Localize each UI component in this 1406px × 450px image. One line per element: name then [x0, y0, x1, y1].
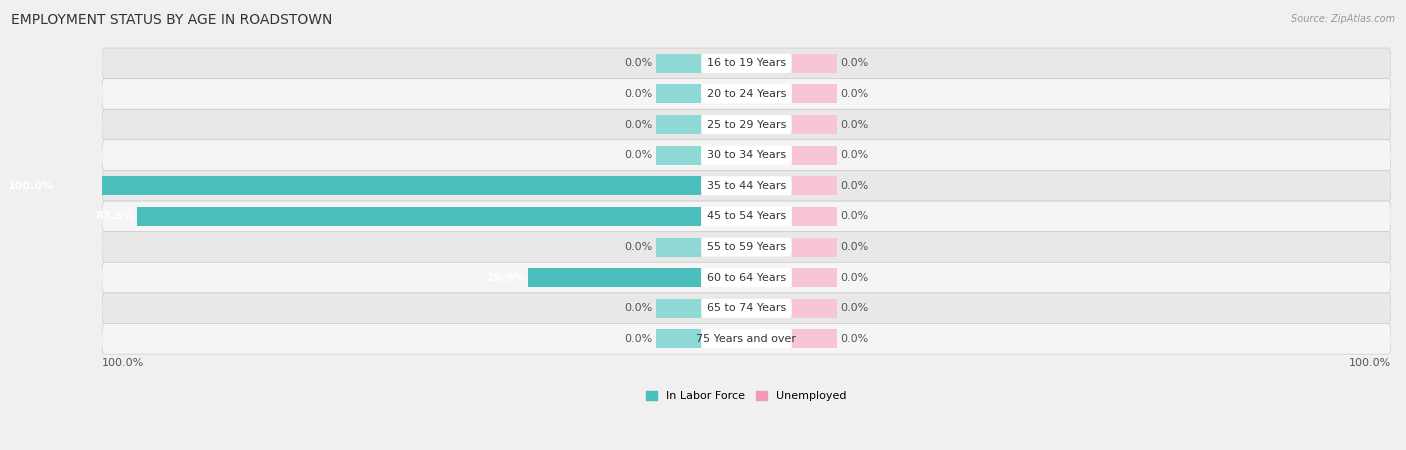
- Text: 45 to 54 Years: 45 to 54 Years: [707, 212, 786, 221]
- Bar: [792, 54, 837, 73]
- Bar: [527, 268, 702, 287]
- Text: 0.0%: 0.0%: [839, 150, 868, 160]
- FancyBboxPatch shape: [702, 299, 792, 318]
- Text: 0.0%: 0.0%: [839, 120, 868, 130]
- Bar: [792, 85, 837, 104]
- Text: 0.0%: 0.0%: [839, 89, 868, 99]
- Text: 0.0%: 0.0%: [624, 120, 652, 130]
- Text: 26.9%: 26.9%: [486, 273, 524, 283]
- FancyBboxPatch shape: [101, 324, 1391, 354]
- FancyBboxPatch shape: [702, 268, 792, 287]
- Bar: [56, 176, 702, 195]
- Bar: [657, 54, 702, 73]
- FancyBboxPatch shape: [702, 207, 792, 226]
- FancyBboxPatch shape: [101, 293, 1391, 324]
- FancyBboxPatch shape: [702, 146, 792, 165]
- Text: 0.0%: 0.0%: [839, 334, 868, 344]
- Bar: [657, 146, 702, 165]
- Text: 0.0%: 0.0%: [624, 89, 652, 99]
- FancyBboxPatch shape: [101, 79, 1391, 109]
- FancyBboxPatch shape: [702, 54, 792, 73]
- Text: 0.0%: 0.0%: [624, 58, 652, 68]
- Text: EMPLOYMENT STATUS BY AGE IN ROADSTOWN: EMPLOYMENT STATUS BY AGE IN ROADSTOWN: [11, 14, 333, 27]
- Text: 0.0%: 0.0%: [839, 181, 868, 191]
- Text: 100.0%: 100.0%: [1348, 358, 1391, 368]
- Legend: In Labor Force, Unemployed: In Labor Force, Unemployed: [641, 387, 851, 406]
- FancyBboxPatch shape: [702, 329, 792, 348]
- Bar: [657, 115, 702, 134]
- Bar: [792, 176, 837, 195]
- Bar: [657, 299, 702, 318]
- FancyBboxPatch shape: [702, 85, 792, 104]
- FancyBboxPatch shape: [101, 232, 1391, 262]
- Text: 0.0%: 0.0%: [839, 303, 868, 313]
- Text: 0.0%: 0.0%: [624, 150, 652, 160]
- Bar: [792, 238, 837, 256]
- Text: 35 to 44 Years: 35 to 44 Years: [707, 181, 786, 191]
- FancyBboxPatch shape: [101, 48, 1391, 79]
- Text: 20 to 24 Years: 20 to 24 Years: [707, 89, 786, 99]
- Text: 100.0%: 100.0%: [7, 181, 53, 191]
- Bar: [792, 207, 837, 226]
- Bar: [792, 329, 837, 348]
- Bar: [792, 115, 837, 134]
- Text: 0.0%: 0.0%: [839, 212, 868, 221]
- FancyBboxPatch shape: [101, 262, 1391, 293]
- FancyBboxPatch shape: [702, 176, 792, 195]
- Text: 0.0%: 0.0%: [839, 273, 868, 283]
- Text: 75 Years and over: 75 Years and over: [696, 334, 796, 344]
- Bar: [138, 207, 702, 226]
- Text: 0.0%: 0.0%: [624, 334, 652, 344]
- Bar: [792, 268, 837, 287]
- FancyBboxPatch shape: [101, 171, 1391, 201]
- Text: 0.0%: 0.0%: [624, 303, 652, 313]
- Text: Source: ZipAtlas.com: Source: ZipAtlas.com: [1291, 14, 1395, 23]
- FancyBboxPatch shape: [101, 140, 1391, 171]
- Text: 16 to 19 Years: 16 to 19 Years: [707, 58, 786, 68]
- Text: 30 to 34 Years: 30 to 34 Years: [707, 150, 786, 160]
- FancyBboxPatch shape: [702, 238, 792, 256]
- Bar: [657, 329, 702, 348]
- Bar: [792, 299, 837, 318]
- Text: 0.0%: 0.0%: [839, 58, 868, 68]
- Text: 0.0%: 0.0%: [624, 242, 652, 252]
- Text: 0.0%: 0.0%: [839, 242, 868, 252]
- FancyBboxPatch shape: [101, 109, 1391, 140]
- Bar: [657, 238, 702, 256]
- Text: 65 to 74 Years: 65 to 74 Years: [707, 303, 786, 313]
- Text: 25 to 29 Years: 25 to 29 Years: [707, 120, 786, 130]
- Text: 87.5%: 87.5%: [96, 212, 134, 221]
- Text: 100.0%: 100.0%: [101, 358, 143, 368]
- FancyBboxPatch shape: [101, 201, 1391, 232]
- Text: 55 to 59 Years: 55 to 59 Years: [707, 242, 786, 252]
- Bar: [657, 85, 702, 104]
- Bar: [792, 146, 837, 165]
- Text: 60 to 64 Years: 60 to 64 Years: [707, 273, 786, 283]
- FancyBboxPatch shape: [702, 115, 792, 134]
